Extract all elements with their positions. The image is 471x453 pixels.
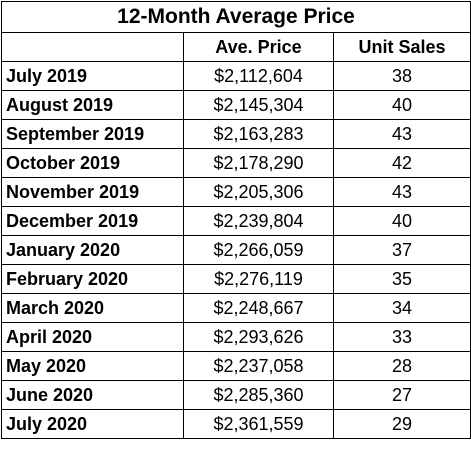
sales-cell: 35 bbox=[333, 264, 471, 294]
sales-cell: 33 bbox=[333, 322, 471, 352]
header-row: Ave. Price Unit Sales bbox=[1, 32, 471, 62]
month-cell: June 2020 bbox=[1, 380, 184, 410]
header-month bbox=[1, 32, 184, 62]
table-row: May 2020 $2,237,058 28 bbox=[1, 351, 471, 381]
table-title: 12-Month Average Price bbox=[1, 1, 471, 33]
price-table: 12-Month Average Price Ave. Price Unit S… bbox=[1, 1, 471, 439]
price-cell: $2,361,559 bbox=[183, 409, 334, 439]
month-cell: April 2020 bbox=[1, 322, 184, 352]
header-ave-price: Ave. Price bbox=[183, 32, 334, 62]
table-row: March 2020 $2,248,667 34 bbox=[1, 293, 471, 323]
table-row: December 2019 $2,239,804 40 bbox=[1, 206, 471, 236]
price-cell: $2,285,360 bbox=[183, 380, 334, 410]
price-cell: $2,178,290 bbox=[183, 148, 334, 178]
table-row: September 2019 $2,163,283 43 bbox=[1, 119, 471, 149]
month-cell: May 2020 bbox=[1, 351, 184, 381]
price-cell: $2,293,626 bbox=[183, 322, 334, 352]
table-row: October 2019 $2,178,290 42 bbox=[1, 148, 471, 178]
table-row: June 2020 $2,285,360 27 bbox=[1, 380, 471, 410]
month-cell: September 2019 bbox=[1, 119, 184, 149]
price-cell: $2,248,667 bbox=[183, 293, 334, 323]
header-unit-sales: Unit Sales bbox=[333, 32, 471, 62]
title-row: 12-Month Average Price bbox=[1, 1, 471, 33]
price-cell: $2,145,304 bbox=[183, 90, 334, 120]
sales-cell: 38 bbox=[333, 61, 471, 91]
sales-cell: 34 bbox=[333, 293, 471, 323]
sales-cell: 27 bbox=[333, 380, 471, 410]
price-cell: $2,163,283 bbox=[183, 119, 334, 149]
price-cell: $2,112,604 bbox=[183, 61, 334, 91]
price-cell: $2,266,059 bbox=[183, 235, 334, 265]
sales-cell: 42 bbox=[333, 148, 471, 178]
table-row: February 2020 $2,276,119 35 bbox=[1, 264, 471, 294]
table-row: January 2020 $2,266,059 37 bbox=[1, 235, 471, 265]
month-cell: December 2019 bbox=[1, 206, 184, 236]
table-row: July 2020 $2,361,559 29 bbox=[1, 409, 471, 439]
month-cell: August 2019 bbox=[1, 90, 184, 120]
price-cell: $2,239,804 bbox=[183, 206, 334, 236]
sales-cell: 43 bbox=[333, 119, 471, 149]
sales-cell: 40 bbox=[333, 206, 471, 236]
table-row: August 2019 $2,145,304 40 bbox=[1, 90, 471, 120]
sales-cell: 43 bbox=[333, 177, 471, 207]
price-cell: $2,205,306 bbox=[183, 177, 334, 207]
month-cell: July 2020 bbox=[1, 409, 184, 439]
price-cell: $2,237,058 bbox=[183, 351, 334, 381]
month-cell: October 2019 bbox=[1, 148, 184, 178]
month-cell: July 2019 bbox=[1, 61, 184, 91]
month-cell: January 2020 bbox=[1, 235, 184, 265]
month-cell: November 2019 bbox=[1, 177, 184, 207]
sales-cell: 40 bbox=[333, 90, 471, 120]
sales-cell: 37 bbox=[333, 235, 471, 265]
month-cell: February 2020 bbox=[1, 264, 184, 294]
table-row: November 2019 $2,205,306 43 bbox=[1, 177, 471, 207]
sales-cell: 29 bbox=[333, 409, 471, 439]
table-row: July 2019 $2,112,604 38 bbox=[1, 61, 471, 91]
month-cell: March 2020 bbox=[1, 293, 184, 323]
price-cell: $2,276,119 bbox=[183, 264, 334, 294]
table-row: April 2020 $2,293,626 33 bbox=[1, 322, 471, 352]
sales-cell: 28 bbox=[333, 351, 471, 381]
